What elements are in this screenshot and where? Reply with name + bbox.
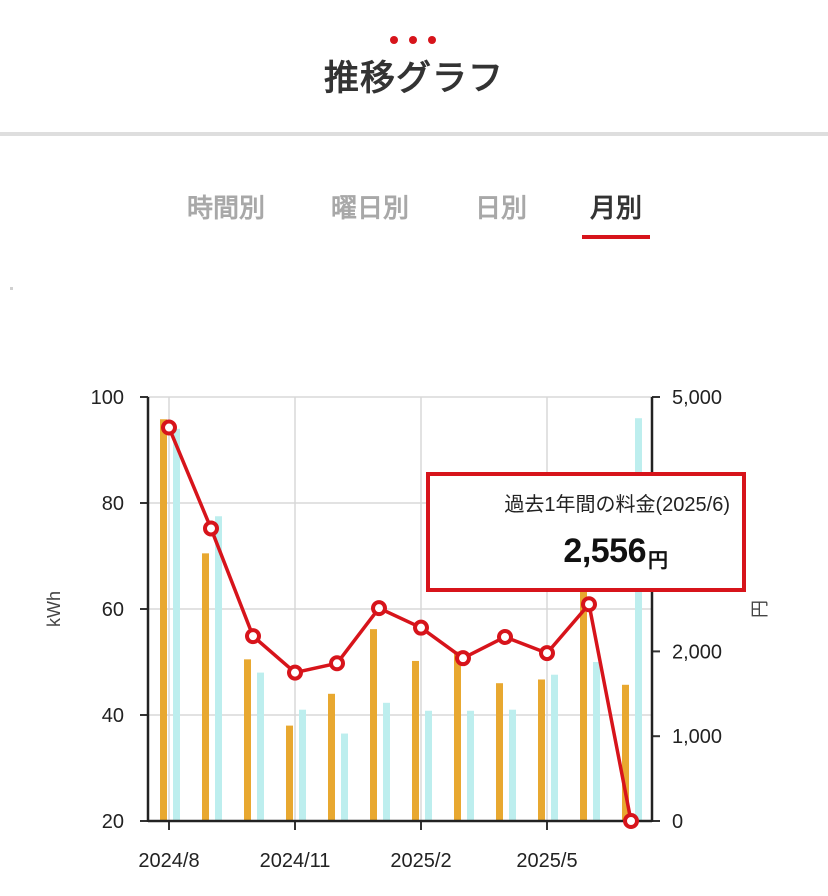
tooltip-unit: 円: [648, 548, 668, 572]
cost-point: [623, 813, 639, 829]
x-tick-label: 2024/8: [138, 850, 199, 872]
x-tick-label: 2025/5: [516, 850, 577, 872]
bar-current-year: [622, 684, 629, 821]
cost-point: [539, 645, 555, 662]
period-tabs: 時間別 曜日別 日別 月別: [0, 188, 828, 248]
bar-current-year: [286, 725, 293, 821]
bar-current-year: [454, 651, 461, 821]
bar-previous-year: [215, 516, 222, 821]
cost-point: [245, 628, 261, 645]
bar-previous-year: [425, 710, 432, 821]
bar-previous-year: [467, 710, 474, 821]
cost-point: [413, 619, 429, 636]
bar-current-year: [538, 679, 545, 821]
dot: [390, 36, 398, 44]
dot: [428, 36, 436, 44]
bar-current-year: [370, 629, 377, 821]
header: 推移グラフ: [0, 0, 828, 136]
y-tick-label: 60: [102, 599, 124, 621]
chart-tooltip: 過去1年間の料金(2025/6) 2,556 円: [426, 472, 746, 592]
x-tick-label: 2025/2: [390, 850, 451, 872]
bar-current-year: [202, 553, 209, 821]
cost-line: [167, 426, 633, 822]
cost-point: [329, 655, 345, 672]
bar-previous-year: [341, 733, 348, 821]
header-divider: [0, 132, 828, 136]
bar-current-year: [160, 419, 167, 821]
y2-tick-label: 1,000: [672, 726, 722, 748]
cost-point: [287, 664, 303, 681]
tab-daily[interactable]: 日別: [474, 194, 527, 224]
active-tab-indicator: [582, 235, 650, 239]
cost-point: [455, 650, 471, 667]
y2-tick-label: 0: [672, 811, 683, 833]
y2-tick-label: 5,000: [672, 387, 722, 409]
cost-point: [371, 600, 387, 617]
x-tick-label: 2024/11: [260, 850, 331, 872]
y-tick-label: 40: [102, 705, 124, 727]
tab-monthly[interactable]: 月別: [589, 194, 642, 224]
bar-current-year: [496, 683, 503, 821]
page-title: 推移グラフ: [323, 59, 504, 99]
bar-current-year: [328, 693, 335, 821]
dot: [409, 36, 417, 44]
bar-current-year: [412, 660, 419, 821]
usage-chart: 2040608010001,0002,0003,0004,0005,000202…: [44, 387, 770, 872]
tooltip-label: 過去1年間の料金(2025/6): [504, 494, 730, 516]
bar-previous-year: [383, 702, 390, 821]
y2-tick-label: 2,000: [672, 641, 722, 663]
header-dots-decoration: [390, 36, 436, 44]
bar-previous-year: [635, 418, 642, 821]
cost-point: [161, 419, 177, 436]
bar-previous-year: [173, 428, 180, 821]
tab-weekday[interactable]: 曜日別: [330, 194, 409, 224]
bar-previous-year: [551, 674, 558, 821]
y-tick-label: 100: [91, 387, 124, 409]
tab-hourly[interactable]: 時間別: [186, 194, 265, 224]
bar-previous-year: [509, 709, 516, 821]
bar-previous-year: [593, 662, 600, 821]
bar-previous-year: [257, 672, 264, 821]
cost-point: [581, 596, 597, 613]
y-tick-label: 20: [102, 811, 124, 833]
speck-decoration: [10, 287, 13, 290]
y2-axis-title: 円: [750, 600, 770, 618]
y-tick-label: 80: [102, 493, 124, 515]
cost-point: [497, 628, 513, 645]
y-axis-title: kWh: [44, 591, 64, 627]
bar-current-year: [244, 659, 251, 821]
cost-point: [203, 520, 219, 537]
bar-previous-year: [299, 709, 306, 821]
bar-current-year: [580, 579, 587, 821]
tooltip-value: 2,556: [563, 532, 646, 570]
